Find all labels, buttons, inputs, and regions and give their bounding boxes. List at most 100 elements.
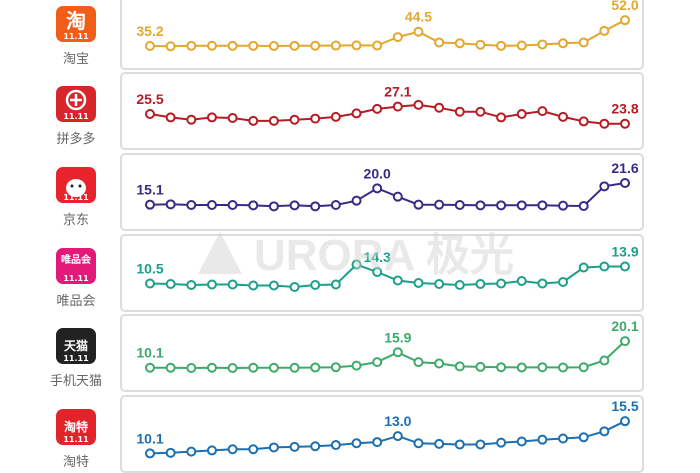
data-point [392, 32, 403, 43]
data-point [372, 103, 383, 114]
data-point [496, 437, 507, 448]
data-point [392, 101, 403, 112]
data-point [496, 200, 507, 211]
data-point [351, 259, 362, 270]
data-point [206, 40, 217, 51]
data-point [145, 109, 155, 119]
chart-panel [120, 153, 644, 231]
data-point [413, 438, 424, 449]
data-point [434, 358, 445, 369]
platform-label: 淘宝 [62, 51, 89, 66]
data-point [145, 278, 155, 289]
data-point [268, 442, 279, 453]
data-point [289, 114, 300, 125]
data-point [227, 363, 238, 373]
data-point [516, 200, 527, 211]
data-point [372, 40, 383, 51]
data-point [516, 276, 527, 286]
data-point [289, 282, 300, 292]
data-point [372, 437, 383, 448]
data-point [620, 261, 630, 272]
line-chart-5: 10.1 15.9 20.1 [136, 318, 639, 373]
data-label: 10.5 [136, 261, 163, 277]
data-point [413, 357, 424, 368]
data-point [413, 99, 424, 110]
data-point [434, 37, 445, 48]
data-point [310, 280, 321, 290]
data-label: 27.1 [384, 84, 411, 100]
line-chart-3: 15.1 20.0 21.6 [136, 160, 639, 212]
data-point [578, 116, 589, 127]
series-line [149, 263, 625, 289]
data-label: 15.1 [136, 182, 163, 198]
data-point [558, 111, 569, 122]
data-point [454, 280, 465, 290]
data-point [289, 362, 300, 373]
data-point [599, 261, 610, 272]
data-point [475, 106, 486, 117]
data-label: 14.3 [364, 249, 391, 265]
data-label: 23.8 [611, 101, 638, 117]
series-line [149, 19, 626, 48]
data-point [413, 278, 424, 288]
data-point [475, 200, 486, 211]
data-point [206, 445, 217, 456]
data-point [248, 40, 259, 51]
platform-label: 唯品会 [56, 293, 96, 308]
data-point [558, 362, 569, 373]
pinduoduo-11-11-icon: 11.11 [56, 86, 96, 122]
data-point [165, 362, 176, 373]
data-point [351, 40, 362, 51]
data-point [248, 200, 259, 211]
data-point [330, 362, 341, 373]
data-point [268, 201, 279, 212]
data-point [599, 181, 610, 192]
data-point [516, 362, 527, 373]
data-point [330, 40, 341, 51]
data-point [392, 275, 403, 286]
data-point [186, 446, 197, 457]
data-point [227, 444, 238, 455]
data-point [392, 431, 403, 442]
data-point [496, 362, 507, 373]
data-point [289, 40, 300, 51]
data-point [620, 416, 630, 427]
data-point [165, 41, 176, 52]
data-point [578, 262, 589, 273]
line-chart-2: 25.5 27.1 23.8 [136, 84, 639, 129]
data-point [475, 39, 486, 50]
data-point [516, 436, 527, 447]
icon-date-label: 11.11 [63, 354, 89, 363]
data-point [145, 199, 155, 210]
data-point [145, 448, 155, 459]
data-point [454, 38, 465, 49]
data-point [620, 336, 630, 347]
data-point [434, 279, 445, 289]
data-label: 52.0 [611, 0, 638, 13]
data-point [620, 15, 630, 26]
data-point [268, 362, 279, 373]
platform-label: 拼多多 [56, 131, 96, 146]
line-chart-6: 10.1 13.0 15.5 [136, 398, 639, 459]
data-point [186, 363, 197, 373]
data-point [599, 25, 610, 36]
data-point [351, 108, 362, 119]
data-point [537, 39, 548, 50]
data-point [186, 114, 197, 125]
data-label: 21.6 [611, 160, 638, 176]
data-point [578, 201, 589, 211]
data-point [165, 447, 176, 458]
platform-label: 京东 [62, 212, 89, 227]
data-point [227, 200, 238, 210]
data-point [248, 444, 259, 455]
data-point [289, 441, 300, 452]
data-point [496, 278, 507, 289]
data-point [434, 102, 445, 113]
icon-date-label: 11.11 [63, 274, 89, 283]
chart-panel [120, 72, 644, 150]
data-point [372, 357, 383, 368]
icon-glyph: 唯品会 [61, 253, 91, 266]
data-point [496, 112, 507, 123]
data-point [372, 267, 383, 277]
data-point [434, 199, 445, 210]
